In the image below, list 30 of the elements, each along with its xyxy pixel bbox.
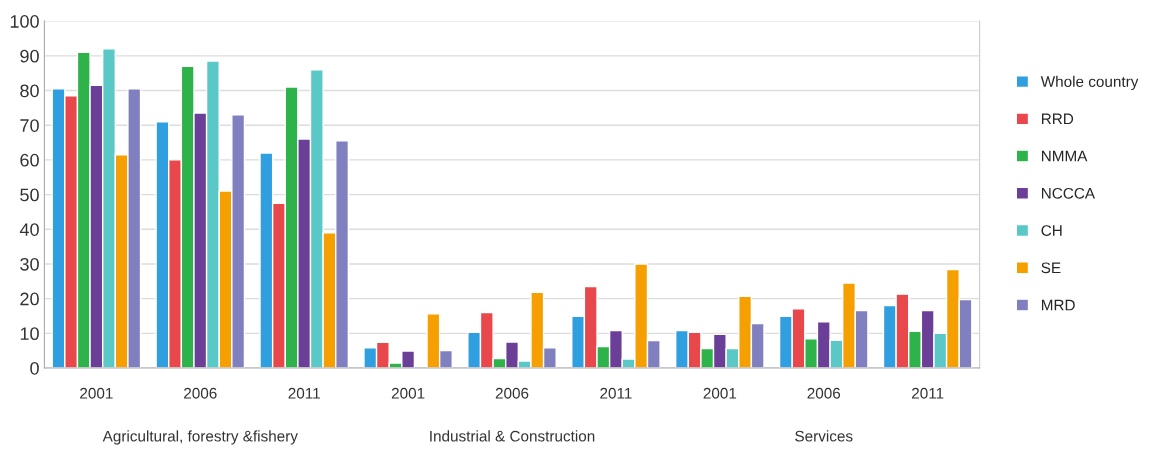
y-tick-label: 0 bbox=[30, 361, 39, 375]
y-tick-label: 50 bbox=[20, 188, 39, 202]
legend-label: NCCCA bbox=[1041, 187, 1096, 199]
legend-label: Whole country bbox=[1040, 75, 1139, 91]
legend-label: SE bbox=[1041, 262, 1061, 274]
y-tick-label: 20 bbox=[20, 292, 39, 306]
x-tick-label: 2006 bbox=[807, 387, 841, 399]
x-tick-label: 2006 bbox=[184, 387, 217, 399]
x-tick-label: 2001 bbox=[703, 387, 737, 399]
y-tick-label: 10 bbox=[20, 327, 39, 341]
x-tick-label: 2011 bbox=[600, 387, 632, 399]
legend-label: RRD bbox=[1041, 113, 1074, 125]
text: Agricultural, forestry &fishery bbox=[102, 430, 298, 445]
y-tick-label: 60 bbox=[20, 153, 39, 167]
x-tick-label: 2006 bbox=[495, 387, 529, 399]
text: Industrial & Construction bbox=[430, 430, 595, 442]
x-tick-label: 2001 bbox=[80, 387, 113, 399]
x-tick-label: 2011 bbox=[288, 387, 320, 399]
y-tick-label: 30 bbox=[20, 257, 39, 271]
y-tick-label: 80 bbox=[20, 84, 39, 98]
legend-label: MRD bbox=[1041, 299, 1075, 311]
y-tick-label: 40 bbox=[19, 223, 39, 236]
legend-label: CH bbox=[1041, 225, 1062, 236]
x-tick-label: 2001 bbox=[391, 387, 425, 399]
legend-label: NMMA bbox=[1041, 150, 1088, 162]
text: Services bbox=[795, 430, 853, 442]
x-tick-label: 2011 bbox=[912, 387, 944, 399]
y-tick-label: 70 bbox=[20, 119, 39, 132]
y-tick-label: 100 bbox=[10, 15, 39, 28]
y-tick-label: 90 bbox=[20, 49, 39, 63]
